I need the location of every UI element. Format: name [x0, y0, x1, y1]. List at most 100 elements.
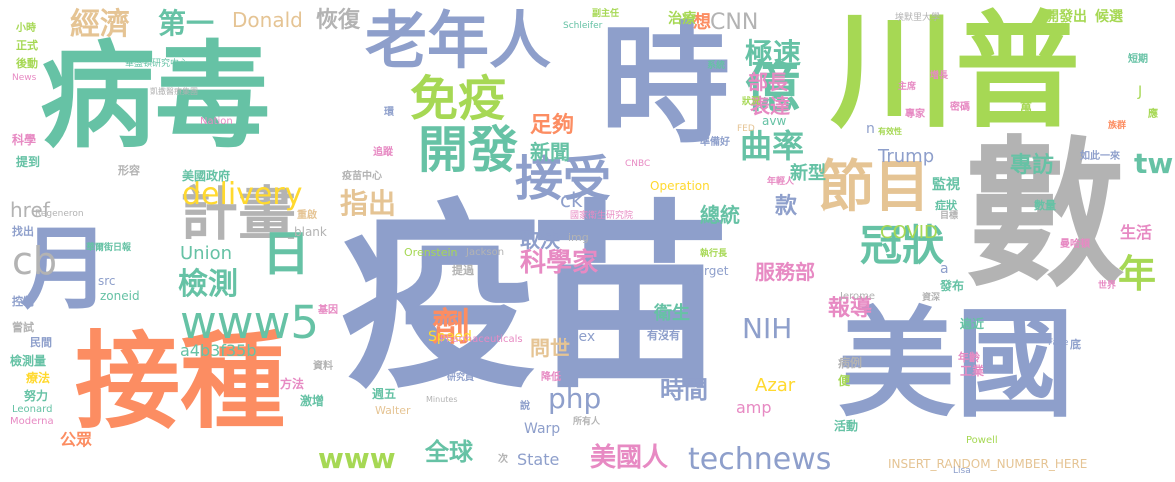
word: Union [180, 243, 233, 264]
word: 指出 [340, 187, 397, 220]
word: 老年人 [365, 4, 552, 77]
word: 年 [1118, 252, 1157, 296]
word: 增長 [930, 71, 949, 81]
word: 病例 [838, 356, 863, 370]
word: www5 [180, 296, 320, 349]
word: 系統 [707, 61, 726, 71]
word: FED [737, 124, 755, 134]
word: 問世 [530, 336, 570, 360]
word: 說 [520, 401, 530, 412]
word: 曲率 [740, 127, 805, 165]
word: 所有人 [573, 417, 601, 427]
word: 衛生 [654, 303, 690, 324]
word: 經濟 [70, 7, 130, 42]
word: 降低 [541, 372, 561, 383]
word: Minutes [426, 395, 458, 404]
word: 疫苗中心 [342, 171, 382, 182]
word: 恢復 [316, 8, 361, 33]
word: 取決 [520, 228, 560, 252]
word: 便 [838, 374, 851, 388]
word: 提過 [452, 264, 474, 277]
word: delivery [182, 177, 303, 212]
word: Schleifer [563, 21, 603, 31]
word: 款 [775, 194, 798, 219]
word: J [1138, 84, 1143, 100]
word: 檢測量 [10, 354, 47, 368]
word: 副主任 [592, 9, 620, 19]
word: 數量 [1034, 199, 1056, 212]
word: 形容 [118, 164, 140, 177]
word: Azar [755, 375, 796, 396]
word: 華爾街日報 [86, 243, 132, 253]
word: 接種 [75, 321, 286, 443]
word: tw [1134, 147, 1174, 180]
word: 數 [965, 121, 1126, 308]
word: 全球 [425, 438, 473, 466]
word: 治療 [668, 11, 696, 27]
word: 想 [693, 12, 711, 33]
word: NIH [742, 312, 793, 345]
word: News [12, 73, 37, 83]
word: 基因 [318, 305, 338, 316]
word: 狀況 [742, 97, 761, 107]
word: 監視 [932, 177, 960, 193]
word: zoneid [100, 289, 140, 303]
word: 開發出 [1045, 9, 1087, 25]
word: 服務部 [755, 260, 815, 284]
word: _blank [288, 225, 327, 239]
word: 華盛頓研究中心 [125, 59, 189, 69]
word: Speed [428, 329, 472, 345]
word: Moderna [10, 416, 54, 427]
word: 新型 [790, 163, 826, 184]
word: 資料 [313, 361, 333, 372]
word: a4b3f35b [180, 341, 257, 360]
word: 免疫 [410, 71, 507, 127]
word: 提到 [16, 155, 41, 169]
word: 極速 [745, 37, 802, 70]
word: 短期 [1128, 54, 1148, 65]
word: www [318, 442, 396, 475]
word: 遍近 [960, 317, 985, 331]
word: 後動 [16, 57, 38, 70]
word: 曼哈頓 [1060, 239, 1090, 250]
word: Jackson [466, 247, 505, 258]
word: CNBC [625, 159, 651, 169]
word: Jerome [840, 291, 876, 302]
word: cb [12, 239, 58, 283]
word: 專訪 [1010, 153, 1055, 178]
word: 第一 [158, 7, 215, 40]
word: 追蹤 [373, 147, 393, 158]
word: 科學家 [520, 248, 599, 278]
word: 執行長 [700, 249, 728, 259]
word: 日 [262, 226, 311, 282]
word: 美國政府 [182, 169, 231, 183]
word: 科學 [12, 133, 37, 147]
word: 埃默里大學 [895, 13, 941, 23]
word: 疫苗 [340, 183, 730, 416]
word: 方法 [280, 377, 305, 391]
word: 激增 [300, 394, 325, 408]
word: 凱撒醫療集團 [150, 87, 198, 96]
word: COVID [880, 222, 938, 243]
word: 週五 [372, 387, 397, 401]
word: ck [560, 188, 583, 212]
word: 底 [1070, 338, 1081, 351]
word: 有沒有 [647, 329, 680, 342]
word: 節目 [818, 155, 930, 220]
word: 準備好 [700, 137, 730, 148]
word: 劑 [432, 305, 471, 349]
word: 川普 [830, 0, 1080, 145]
word: src [98, 274, 116, 288]
word: img [568, 231, 589, 244]
word: 族群 [1108, 121, 1127, 131]
word: technews [688, 442, 832, 477]
word: 新聞 [530, 140, 570, 164]
word: 密碼 [950, 102, 970, 113]
word: 生活 [1120, 223, 1153, 242]
word: 候選 [1095, 9, 1123, 25]
word: 公眾 [60, 430, 93, 449]
word: 表達 [750, 94, 790, 118]
word: avw [762, 114, 787, 128]
word: 控制 [12, 295, 34, 308]
word: n [866, 121, 875, 137]
